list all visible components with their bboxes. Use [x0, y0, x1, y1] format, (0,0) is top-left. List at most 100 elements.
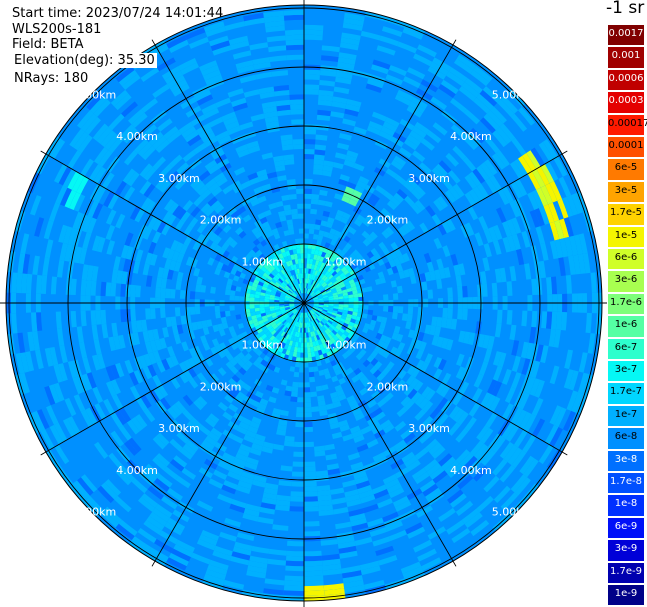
field-cell [403, 432, 416, 444]
field-cell [333, 299, 339, 302]
field-cell [344, 584, 365, 594]
field-cell [352, 249, 360, 257]
field-cell [299, 317, 302, 323]
field-cell [542, 139, 558, 159]
field-cell [388, 529, 407, 541]
field-cell [264, 309, 271, 313]
field-cell [434, 326, 441, 337]
field-cell [339, 174, 350, 182]
field-cell [222, 185, 233, 195]
field-cell [90, 310, 97, 326]
field-cell [43, 220, 54, 240]
field-cell [357, 485, 372, 494]
field-cell [298, 322, 302, 328]
field-cell [201, 529, 220, 541]
field-cell [306, 317, 309, 323]
field-cell [377, 271, 385, 279]
field-cell [359, 348, 367, 357]
field-cell [422, 483, 439, 497]
field-cell [247, 145, 261, 154]
field-cell [308, 263, 313, 269]
field-cell [516, 248, 525, 266]
elevation-label: Elevation(deg): 35.30 [12, 53, 157, 68]
field-cell [112, 394, 124, 410]
field-cell [294, 258, 299, 265]
field-cell [274, 274, 280, 280]
field-cell [94, 186, 107, 203]
field-cell [242, 214, 252, 223]
field-cell [317, 285, 323, 290]
field-cell [318, 305, 324, 308]
field-cell [106, 381, 117, 397]
field-cell [224, 517, 241, 528]
field-cell [476, 425, 490, 441]
field-cell [297, 312, 301, 317]
field-cell [210, 346, 218, 356]
field-cell [119, 407, 132, 423]
field-cell [308, 371, 315, 378]
field-cell [247, 565, 267, 574]
field-cell [374, 361, 383, 370]
field-cell [328, 303, 334, 307]
field-cell [275, 221, 283, 229]
field-cell [200, 188, 212, 200]
field-cell [538, 260, 546, 279]
field-cell [256, 356, 264, 364]
field-cell [338, 336, 345, 343]
field-cell [121, 101, 138, 118]
field-cell [237, 351, 245, 360]
field-cell [170, 289, 176, 299]
field-cell [281, 139, 293, 146]
field-cell [57, 259, 65, 278]
field-cell [271, 322, 277, 328]
field-cell [434, 269, 441, 280]
field-cell [262, 492, 277, 500]
field-cell [348, 279, 355, 285]
field-cell [311, 286, 316, 291]
field-cell [285, 339, 291, 345]
field-cell [360, 565, 381, 576]
field-cell [367, 309, 374, 316]
field-cell [424, 353, 433, 364]
field-cell [377, 555, 398, 566]
field-cell [548, 202, 560, 222]
field-cell [161, 495, 178, 510]
field-cell [286, 550, 304, 557]
field-cell [509, 324, 517, 341]
field-cell [551, 276, 558, 295]
field-cell [263, 588, 284, 596]
field-cell [411, 188, 423, 200]
field-cell [82, 373, 93, 391]
field-cell [350, 517, 367, 527]
field-cell [321, 290, 327, 295]
field-cell [220, 311, 226, 318]
field-cell [344, 108, 359, 117]
field-cell [290, 324, 294, 331]
field-cell [511, 137, 527, 156]
field-cell [277, 265, 283, 271]
field-cell [80, 158, 94, 177]
field-cell [330, 343, 337, 350]
field-cell [352, 189, 363, 198]
field-cell [304, 312, 307, 318]
field-cell [406, 365, 416, 376]
field-cell [166, 35, 187, 49]
field-cell [273, 233, 281, 240]
field-cell [136, 397, 148, 412]
field-cell [188, 217, 199, 228]
field-cell [90, 280, 97, 296]
instrument-label: WLS200s-181 [12, 22, 102, 37]
field-cell [307, 317, 310, 323]
field-cell [394, 94, 412, 106]
field-cell [304, 223, 310, 229]
field-cell [214, 267, 222, 276]
field-cell [225, 353, 234, 362]
field-cell [348, 399, 358, 408]
field-cell [333, 273, 340, 279]
field-cell [315, 282, 320, 288]
field-cell [190, 206, 201, 218]
field-cell [362, 238, 371, 247]
field-cell [338, 545, 357, 554]
field-cell [456, 54, 477, 70]
field-cell [295, 290, 299, 295]
